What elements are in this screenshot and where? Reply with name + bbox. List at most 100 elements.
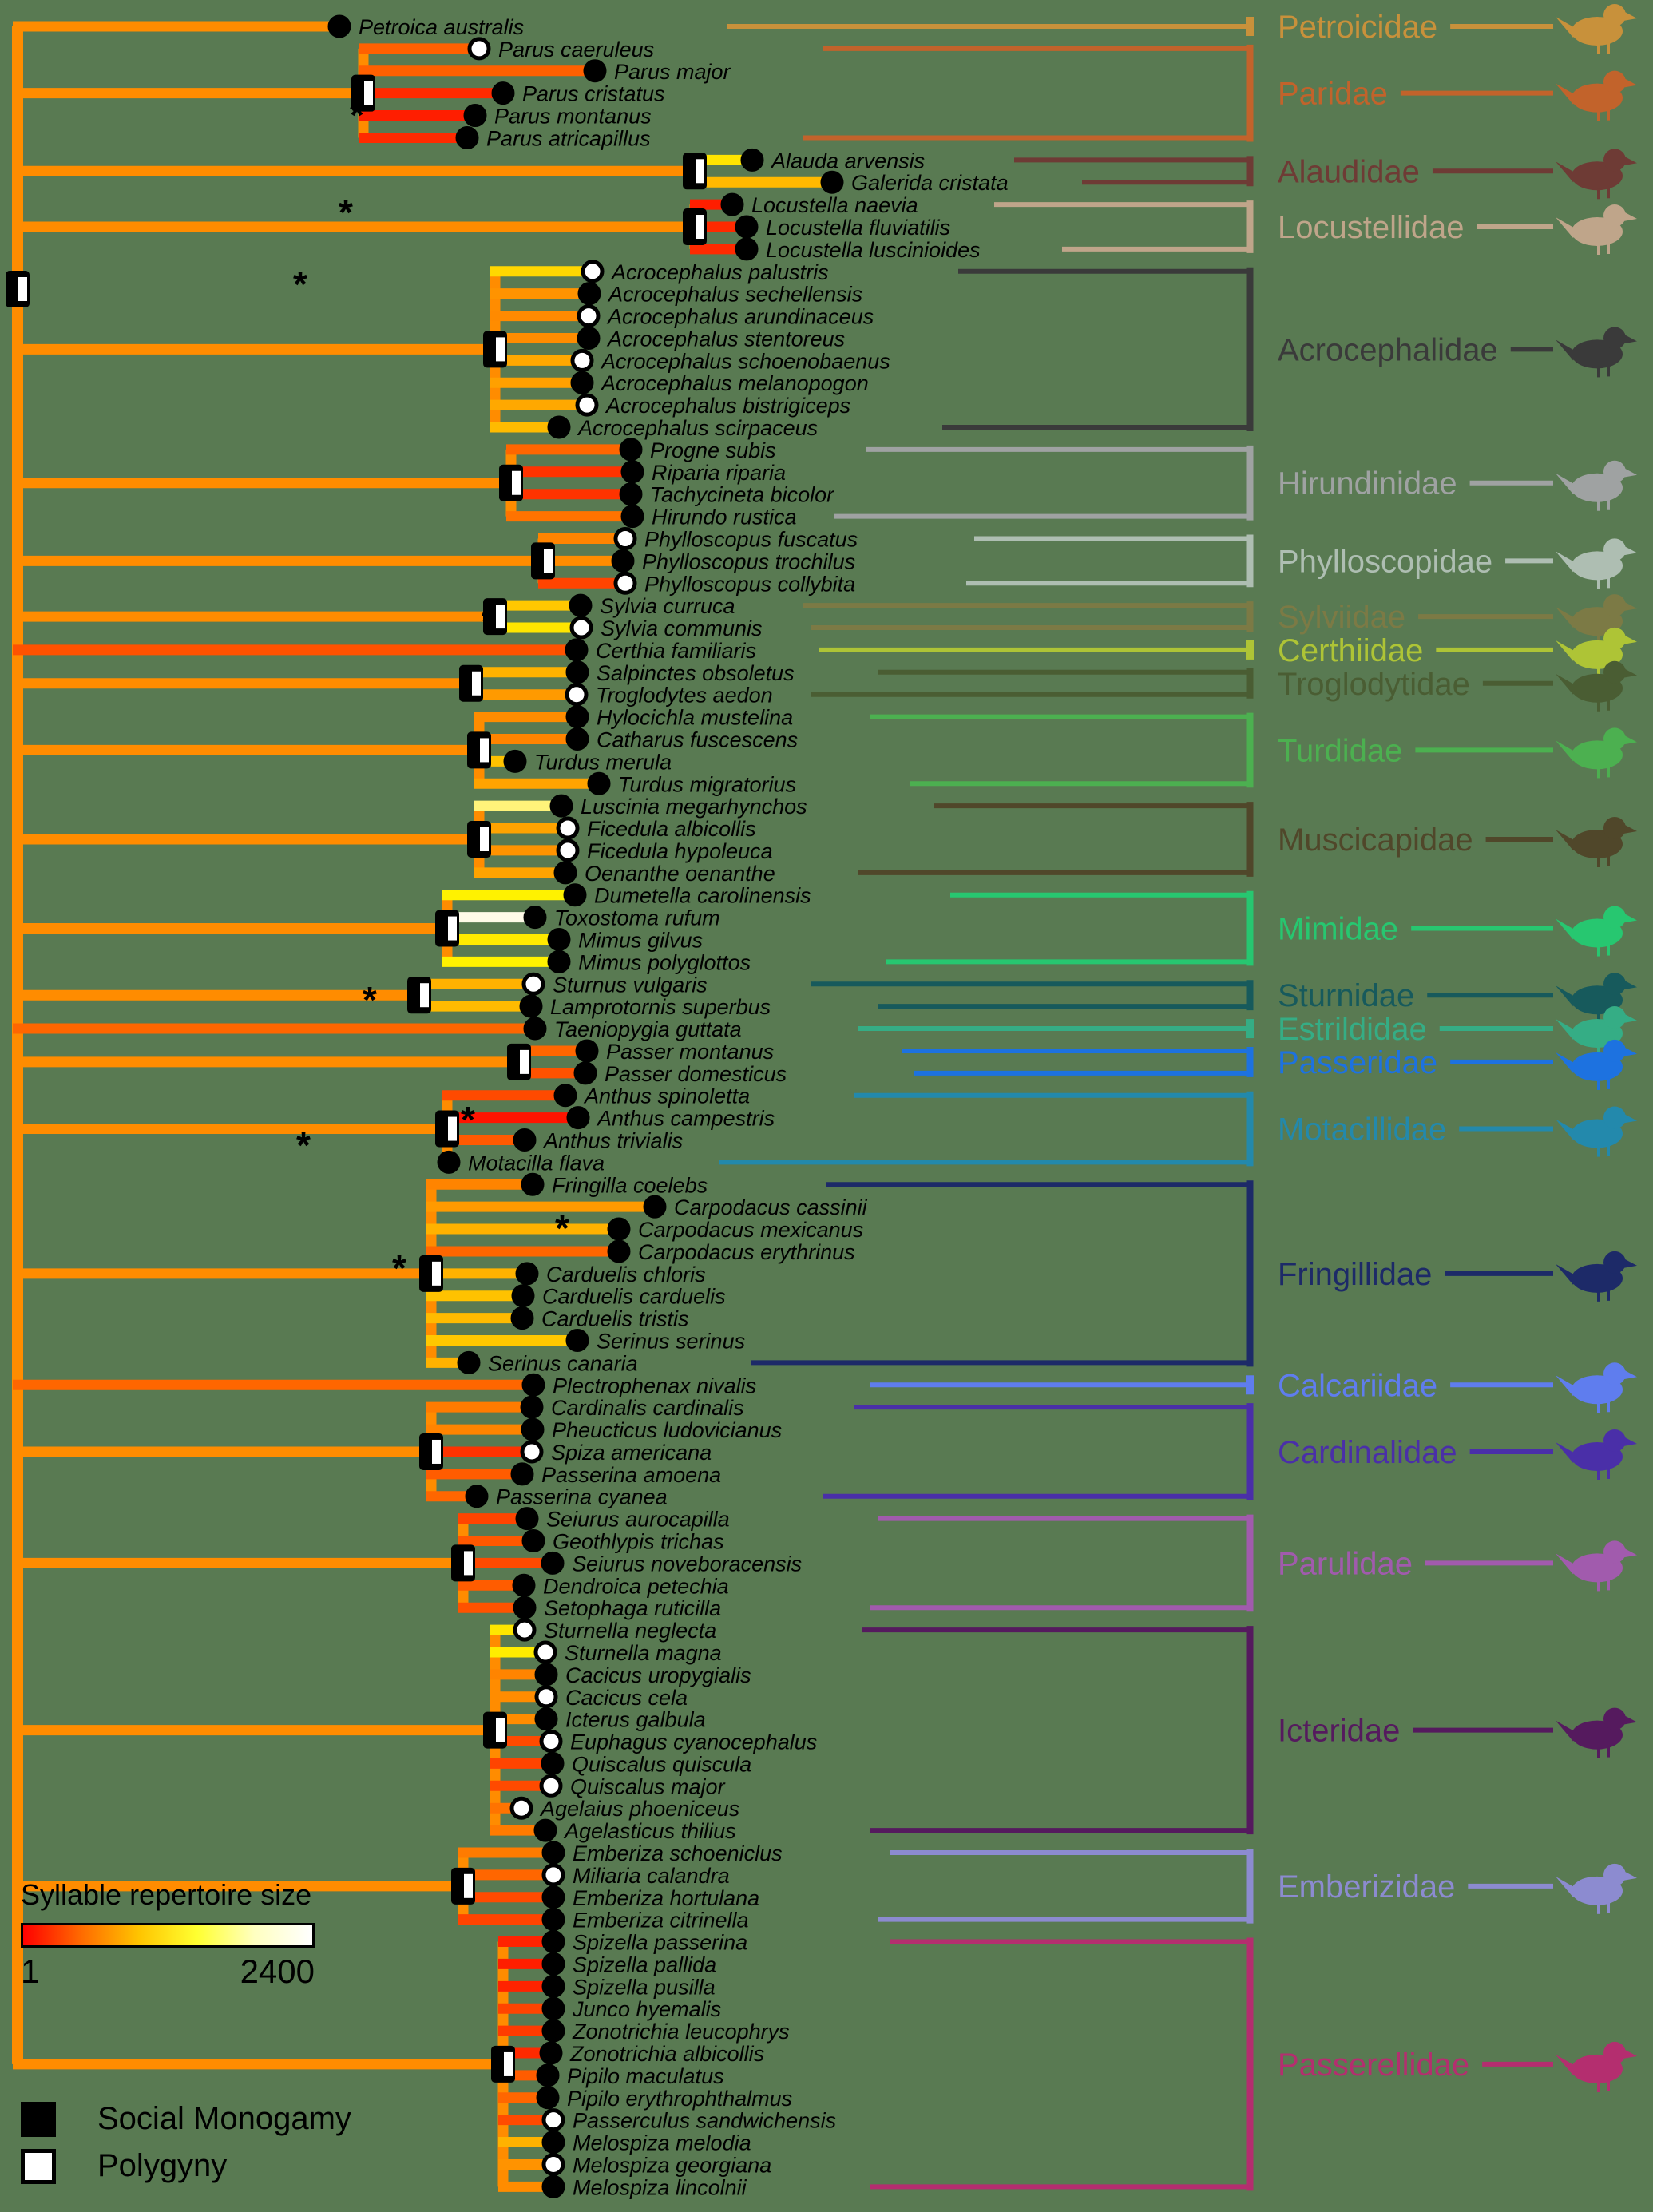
family-bird-silhouette-icon xyxy=(1556,327,1637,378)
species-label: Mimus gilvus xyxy=(578,928,703,952)
family-bird-silhouette-icon xyxy=(1556,538,1637,589)
species-label: Setophaga ruticilla xyxy=(544,1596,721,1620)
monogamy-tip-circle xyxy=(735,237,759,261)
species-label: Oenanthe oenanthe xyxy=(585,862,775,886)
monogamy-tip-circle xyxy=(541,1751,565,1775)
ancestral-state-node xyxy=(351,74,375,112)
species-label: Acrocephalus stentoreus xyxy=(606,327,845,351)
species-label: Parus cristatus xyxy=(522,82,665,106)
family-label: Petroicidae xyxy=(1278,10,1437,45)
species-label: Toxostoma rufum xyxy=(554,906,720,930)
ancestral-state-node xyxy=(499,464,523,501)
ancestral-state-node xyxy=(419,1433,443,1470)
species-label: Melospiza georgiana xyxy=(573,2153,771,2177)
species-label: Miliaria calandra xyxy=(573,1864,730,1888)
species-label: Sturnella neglecta xyxy=(544,1619,716,1643)
monogamy-tip-circle xyxy=(534,1707,558,1731)
polygyny-tip-circle xyxy=(570,348,594,372)
species-label: Cacicus uropygialis xyxy=(565,1663,751,1687)
significance-asterisk: * xyxy=(350,94,364,136)
significance-asterisk: * xyxy=(296,1124,311,1166)
species-label: Mimus polyglottos xyxy=(578,950,751,974)
family-label: Motacillidae xyxy=(1278,1112,1446,1148)
polygyny-tip-circle xyxy=(556,838,580,862)
species-label: Carpodacus cassinii xyxy=(674,1195,868,1219)
monogamy-label: Social Monogamy xyxy=(97,2101,351,2136)
species-label: Carpodacus erythrinus xyxy=(638,1240,855,1264)
species-label: Anthus trivialis xyxy=(542,1129,683,1153)
species-label: Quiscalus quiscula xyxy=(572,1752,751,1776)
monogamy-tip-circle xyxy=(541,1930,565,1954)
family-label: Certhiidae xyxy=(1278,633,1423,668)
species-label: Ficedula albicollis xyxy=(587,817,756,841)
species-label: Taeniopygia guttata xyxy=(554,1017,742,1041)
monogamy-tip-circle xyxy=(563,883,587,907)
species-label: Quiscalus major xyxy=(570,1774,726,1798)
monogamy-tip-circle xyxy=(541,2131,565,2155)
species-label: Progne subis xyxy=(650,438,776,462)
species-label: Turdus merula xyxy=(534,750,672,774)
monogamy-tip-circle xyxy=(465,1485,489,1508)
monogamy-tip-circle xyxy=(539,2041,563,2065)
species-label: Sturnella magna xyxy=(565,1641,722,1665)
ancestral-state-node xyxy=(451,1544,475,1582)
ancestral-state-node xyxy=(683,208,707,246)
family-label: Acrocephalidae xyxy=(1278,332,1498,367)
monogamy-tip-circle xyxy=(611,549,635,573)
family-bird-silhouette-icon xyxy=(1556,1251,1637,1302)
monogamy-tip-circle xyxy=(533,1818,557,1842)
species-label: Locustella luscinioides xyxy=(766,238,981,262)
monogamy-tip-circle xyxy=(820,170,844,194)
family-label: Hirundinidae xyxy=(1278,466,1457,501)
family-bird-silhouette-icon xyxy=(1556,906,1637,957)
species-label: Spiza americana xyxy=(551,1441,712,1465)
ancestral-state-node xyxy=(491,2045,515,2083)
polygyny-tip-circle xyxy=(539,1774,563,1798)
species-label: Hirundo rustica xyxy=(652,505,797,529)
monogamy-square-icon xyxy=(21,2101,56,2137)
species-label: Parus atricapillus xyxy=(486,126,651,150)
species-label: Spizella pallida xyxy=(573,1952,716,1976)
polygyny-tip-circle xyxy=(541,1863,565,1887)
monogamy-tip-circle xyxy=(536,2086,560,2110)
species-label: Plectrophenax nivalis xyxy=(553,1374,756,1397)
monogamy-tip-circle xyxy=(457,1350,481,1374)
family-label: Cardinalidae xyxy=(1278,1435,1457,1470)
monogamy-tip-circle xyxy=(515,1262,539,1286)
monogamy-tip-circle xyxy=(541,1885,565,1909)
species-label: Passerina amoena xyxy=(541,1463,721,1487)
family-label: Paridae xyxy=(1278,77,1388,112)
species-label: Phylloscopus trochilus xyxy=(642,549,855,573)
monogamy-tip-circle xyxy=(541,2019,565,2043)
family-label: Phylloscopidae xyxy=(1278,544,1492,579)
species-label: Acrocephalus arundinaceus xyxy=(606,305,874,329)
monogamy-tip-circle xyxy=(740,148,764,172)
species-label: Passerculus sandwichensis xyxy=(573,2109,836,2133)
species-label: Emberiza schoeniclus xyxy=(573,1841,783,1865)
species-label: Petroica australis xyxy=(359,15,524,39)
monogamy-tip-circle xyxy=(327,14,351,38)
monogamy-tip-circle xyxy=(520,1395,544,1419)
species-label: Spizella passerina xyxy=(573,1931,747,1955)
polygyny-square-icon xyxy=(21,2148,56,2184)
species-label: Phylloscopus collybita xyxy=(644,572,855,596)
species-label: Sturnus vulgaris xyxy=(553,973,708,997)
monogamy-tip-circle xyxy=(577,282,601,306)
monogamy-tip-circle xyxy=(577,326,601,350)
ancestral-state-node xyxy=(483,331,507,368)
species-label: Cardinalis cardinalis xyxy=(551,1396,744,1420)
species-label: Emberiza hortulana xyxy=(573,1886,759,1910)
species-label: Luscinia megarhynchos xyxy=(581,795,807,819)
species-label: Euphagus cyanocephalus xyxy=(570,1730,817,1754)
species-label: Passer montanus xyxy=(606,1040,774,1064)
polygyny-tip-circle xyxy=(467,37,491,61)
species-label: Dendroica petechia xyxy=(543,1574,729,1598)
species-label: Anthus campestris xyxy=(596,1107,775,1131)
